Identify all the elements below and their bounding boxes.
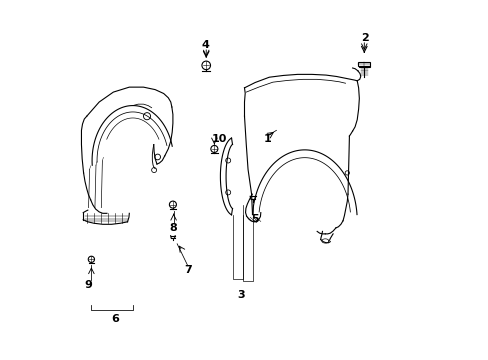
- Bar: [358, 62, 369, 66]
- Bar: [358, 66, 369, 67]
- Text: 10: 10: [212, 134, 227, 144]
- Text: 5: 5: [251, 214, 259, 224]
- Text: 1: 1: [263, 134, 271, 144]
- Text: 8: 8: [169, 223, 177, 233]
- Text: 3: 3: [237, 290, 244, 300]
- Text: 6: 6: [111, 314, 119, 324]
- Text: 7: 7: [183, 265, 191, 275]
- Text: 4: 4: [201, 40, 209, 50]
- Text: 2: 2: [361, 33, 368, 43]
- Text: 9: 9: [84, 280, 92, 289]
